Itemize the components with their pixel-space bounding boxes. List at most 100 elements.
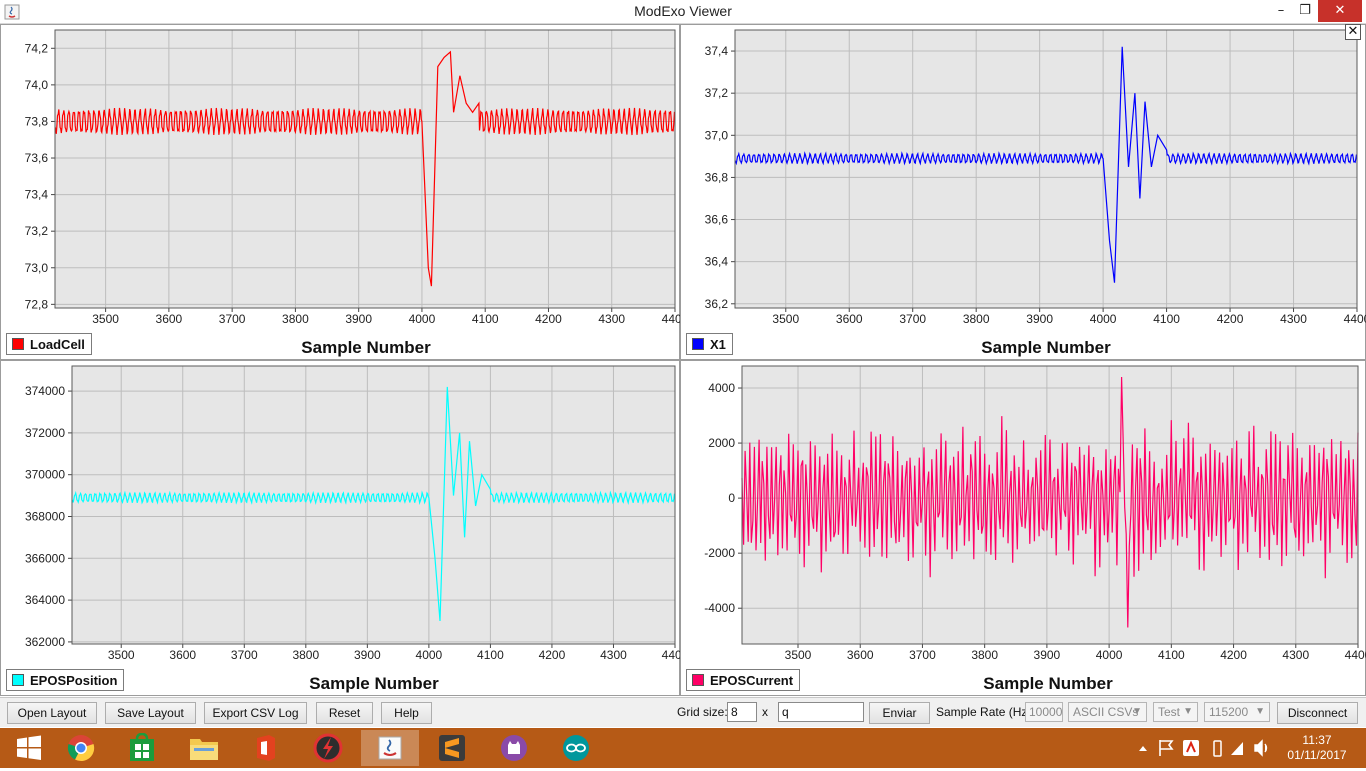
- action-center-flag-icon: [1159, 740, 1174, 756]
- x-tick-label: 4400: [662, 648, 681, 662]
- legend-eposcurrent[interactable]: EPOSCurrent: [686, 669, 801, 691]
- disconnect-button[interactable]: Disconnect: [1277, 702, 1358, 724]
- title-bar: ModExo Viewer – ❐ ✕: [0, 0, 1366, 24]
- y-tick-label: 73,6: [25, 151, 49, 165]
- taskbar-sublime[interactable]: [423, 730, 481, 766]
- chart-panel-x1[interactable]: 37,4 37,2 37,0 36,8 36,6 36,4 36,2 3500 3600 3700…: [680, 24, 1366, 360]
- legend-x1[interactable]: X1: [686, 333, 733, 355]
- legend-label: X1: [710, 336, 726, 352]
- y-tick-label: 37,4: [705, 44, 729, 58]
- format-select-value: ASCII CSVs: [1073, 705, 1139, 719]
- plot-frame: [741, 365, 1359, 645]
- y-tick-label: 73,8: [25, 114, 49, 128]
- battery-icon: [1213, 740, 1222, 757]
- maximize-button[interactable]: ❐: [1299, 3, 1311, 18]
- y-tick-label: 2000: [708, 436, 735, 450]
- y-tick-label: 74,0: [25, 78, 49, 92]
- y-tick-label: 36,8: [705, 170, 729, 184]
- grid-cols-input[interactable]: q: [778, 702, 864, 722]
- windows-logo-icon: [17, 735, 41, 760]
- x-tick-label: 3900: [354, 648, 381, 662]
- x-tick-label: 4400: [1345, 648, 1366, 662]
- x-axis-title: Sample Number: [301, 338, 431, 357]
- x-tick-label: 4100: [472, 312, 499, 326]
- y-tick-label: 37,0: [705, 128, 729, 142]
- taskbar-java[interactable]: [361, 730, 419, 766]
- send-button[interactable]: Enviar: [869, 702, 930, 724]
- eposcurrent-chart: 4000 2000 0 -2000 -4000 3500 3600 3700 3800 3900 4…: [704, 365, 1366, 662]
- open-layout-button[interactable]: Open Layout: [7, 702, 97, 724]
- panel-close-button[interactable]: ✕: [1345, 24, 1361, 40]
- series-line-eposposition: [71, 386, 676, 622]
- start-button[interactable]: [0, 730, 58, 766]
- x-tick-label: 3600: [836, 312, 863, 326]
- port-select[interactable]: Test ▼: [1153, 702, 1198, 722]
- loadcell-chart: 74,2 74,0 73,8 73,6 73,4 73,2 73,0 72,8 3500 3600…: [25, 29, 681, 326]
- grid-rows-input[interactable]: 8: [727, 702, 757, 722]
- taskbar-office[interactable]: [237, 730, 295, 766]
- export-csv-log-button[interactable]: Export CSV Log: [204, 702, 307, 724]
- x-tick-label: 4300: [600, 648, 627, 662]
- signal-icon: [1231, 742, 1243, 755]
- save-layout-button[interactable]: Save Layout: [105, 702, 196, 724]
- y-tick-label: 36,4: [705, 255, 729, 269]
- series-line-loadcell: [54, 50, 676, 287]
- x-tick-label: 4300: [1282, 648, 1309, 662]
- y-tick-label: 364000: [25, 593, 65, 607]
- taskbar-github[interactable]: [485, 730, 543, 766]
- x-tick-label: 4200: [535, 312, 562, 326]
- show-hidden-icons-icon: [1139, 746, 1147, 751]
- taskbar-file-explorer[interactable]: [175, 730, 233, 766]
- x-tick-label: 4100: [477, 648, 504, 662]
- x-tick-label: 3500: [92, 312, 119, 326]
- x-tick-label: 3700: [219, 312, 246, 326]
- legend-swatch: [692, 338, 704, 350]
- x-tick-label: 4000: [1096, 648, 1123, 662]
- x-tick-label: 4200: [539, 648, 566, 662]
- format-select[interactable]: ASCII CSVs ▼: [1068, 702, 1147, 722]
- x1-chart: 37,4 37,2 37,0 36,8 36,6 36,4 36,2 3500 3600 3700…: [705, 29, 1366, 326]
- baud-select[interactable]: 115200 ▼: [1204, 702, 1270, 722]
- x-tick-label: 4200: [1220, 648, 1247, 662]
- chrome-icon: [67, 735, 95, 762]
- taskbar-clock[interactable]: 11:37 01/11/2017: [1282, 733, 1352, 763]
- store-icon: [130, 733, 154, 761]
- sample-rate-input[interactable]: 10000: [1025, 702, 1063, 722]
- java-app-icon: [4, 4, 20, 20]
- baud-select-value: 115200: [1209, 705, 1249, 719]
- chart-panel-loadcell[interactable]: 74,2 74,0 73,8 73,6 73,4 73,2 73,0 72,8 3500 3600…: [0, 24, 681, 360]
- close-window-button[interactable]: ✕: [1318, 0, 1362, 22]
- taskbar-store[interactable]: [113, 730, 171, 766]
- x-tick-label: 3600: [169, 648, 196, 662]
- taskbar-chrome[interactable]: [52, 730, 110, 766]
- legend-label: EPOSCurrent: [710, 672, 794, 688]
- y-tick-label: 372000: [25, 426, 65, 440]
- x-tick-label: 4300: [598, 312, 625, 326]
- x-tick-label: 4400: [662, 312, 681, 326]
- minimize-button[interactable]: –: [1277, 3, 1285, 18]
- plot-frame: [734, 29, 1358, 309]
- y-tick-label: 73,4: [25, 188, 49, 202]
- help-button[interactable]: Help: [381, 702, 432, 724]
- y-tick-label: 0: [728, 491, 735, 505]
- legend-label: LoadCell: [30, 336, 85, 352]
- chart-panel-eposposition[interactable]: 374000 372000 370000 368000 366000 364000 3620…: [0, 360, 681, 696]
- y-tick-label: 36,6: [705, 213, 729, 227]
- clock-time: 11:37: [1302, 733, 1332, 747]
- plot-area: [734, 29, 1358, 309]
- taskbar-energia[interactable]: [299, 730, 357, 766]
- x-tick-label: 4000: [409, 312, 436, 326]
- x-tick-label: 3800: [963, 312, 990, 326]
- plot-area: [71, 365, 676, 645]
- legend-loadcell[interactable]: LoadCell: [6, 333, 92, 355]
- y-tick-label: 73,2: [25, 224, 49, 238]
- chevron-down-icon: ▼: [1183, 706, 1193, 717]
- taskbar-arduino[interactable]: [547, 730, 605, 766]
- reset-button[interactable]: Reset: [316, 702, 373, 724]
- y-tick-label: 374000: [25, 384, 65, 398]
- x-tick-label: 3900: [1026, 312, 1053, 326]
- legend-eposposition[interactable]: EPOSPosition: [6, 669, 125, 691]
- x-axis-title: Sample Number: [309, 674, 439, 693]
- port-select-value: Test: [1158, 705, 1181, 719]
- chart-panel-eposcurrent[interactable]: 4000 2000 0 -2000 -4000 3500 3600 3700 3800 3900 4…: [680, 360, 1366, 696]
